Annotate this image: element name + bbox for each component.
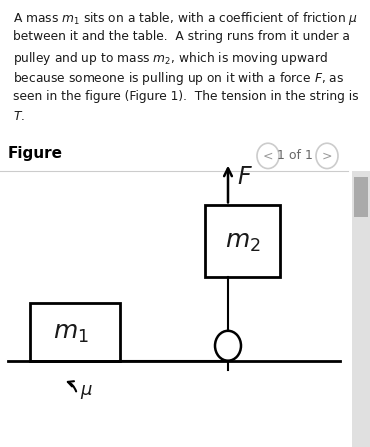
- Text: >: >: [322, 149, 332, 162]
- Text: $m_2$: $m_2$: [225, 231, 260, 254]
- Polygon shape: [352, 171, 370, 447]
- Text: seen in the figure (Figure 1).  The tension in the string is: seen in the figure (Figure 1). The tensi…: [13, 90, 359, 103]
- Text: 1 of 1: 1 of 1: [277, 149, 313, 162]
- Text: because someone is pulling up on it with a force $\mathit{F}$, as: because someone is pulling up on it with…: [13, 70, 344, 87]
- Text: $\mathit{T}$.: $\mathit{T}$.: [13, 110, 25, 123]
- Text: $m_1$: $m_1$: [53, 321, 88, 345]
- Text: between it and the table.  A string runs from it under a: between it and the table. A string runs …: [13, 30, 350, 43]
- Polygon shape: [354, 177, 368, 217]
- Text: A mass $\mathit{m}_1$ sits on a table, with a coefficient of friction $\mu$: A mass $\mathit{m}_1$ sits on a table, w…: [13, 9, 358, 26]
- Text: $\mu$: $\mu$: [80, 383, 93, 401]
- Text: pulley and up to mass $\mathit{m}_2$, which is moving upward: pulley and up to mass $\mathit{m}_2$, wh…: [13, 50, 328, 67]
- Text: <: <: [263, 149, 273, 162]
- Text: Figure: Figure: [8, 146, 63, 160]
- Text: $F$: $F$: [237, 165, 253, 189]
